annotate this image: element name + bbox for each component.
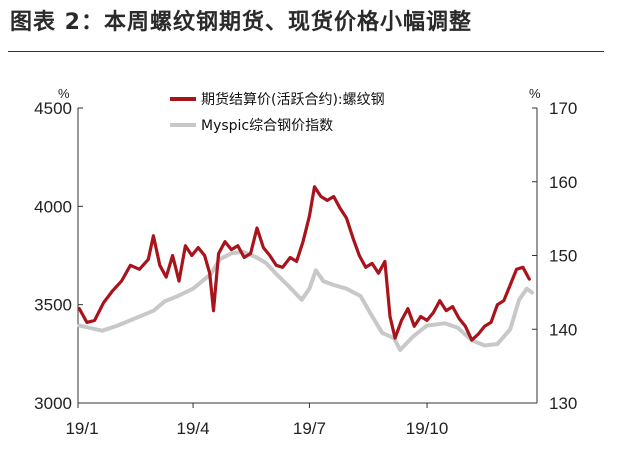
x-tick-label-0: 19/1: [65, 419, 98, 438]
axes: [77, 108, 538, 404]
left-tick-label-4500: 4500: [34, 99, 72, 118]
left-tick-label-3000: 3000: [34, 394, 72, 413]
right-axis-unit: %: [529, 86, 541, 101]
left-axis-ticks: 3000 3500 4000 4500: [34, 99, 83, 413]
right-tick-label-150: 150: [549, 247, 577, 266]
title-divider: [8, 51, 604, 52]
legend: 期货结算价(活跃合约):螺纹钢 Myspic综合钢价指数: [170, 91, 385, 134]
right-tick-label-170: 170: [549, 99, 577, 118]
legend-label-futures: 期货结算价(活跃合约):螺纹钢: [201, 91, 385, 108]
x-tick-label-3: 19/10: [406, 419, 449, 438]
series-line-spot-index: [77, 249, 534, 352]
legend-label-spot-index: Myspic综合钢价指数: [201, 118, 333, 134]
left-tick-label-4000: 4000: [34, 197, 72, 216]
x-tick-label-2: 19/7: [293, 419, 326, 438]
left-tick-label-3500: 3500: [34, 296, 72, 315]
series-line-futures: [77, 185, 531, 342]
chart-title: 图表 2：本周螺纹钢期货、现货价格小幅调整: [10, 10, 472, 35]
x-tick-label-1: 19/4: [177, 419, 210, 438]
x-axis-ticks: 19/1 19/4 19/7 19/10: [65, 403, 448, 438]
right-tick-label-130: 130: [549, 394, 577, 413]
left-axis-unit: %: [58, 86, 70, 101]
right-tick-label-140: 140: [549, 320, 577, 339]
right-axis-ticks: 130 140 150 160 170: [532, 99, 577, 413]
right-tick-label-160: 160: [549, 173, 577, 192]
